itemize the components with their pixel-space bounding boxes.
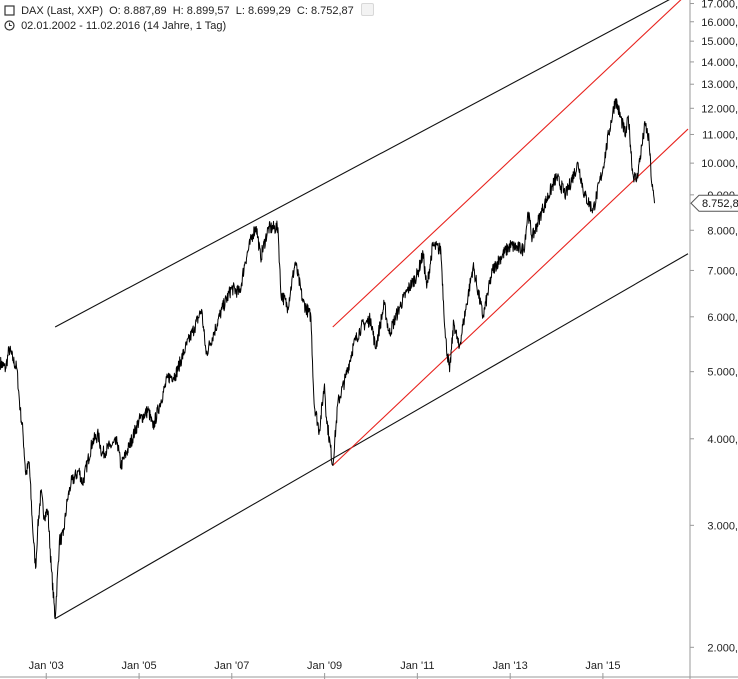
x-tick-label: Jan '09 [307, 660, 342, 672]
trend-line-outer-lower [54, 253, 689, 620]
x-tick-label: Jan '13 [493, 660, 528, 672]
high-value: H: 8.899,57 [172, 5, 230, 17]
x-tick-label: Jan '07 [214, 660, 249, 672]
open-value: O: 8.887,89 [109, 5, 167, 17]
y-tick-label: 4.000, [707, 434, 738, 446]
y-tick-label: 7.000, [707, 265, 738, 277]
x-tick-label: Jan '05 [122, 660, 157, 672]
y-tick-label: 8.000, [707, 225, 738, 237]
settings-badge-icon[interactable] [360, 3, 374, 16]
x-tick-label: Jan '15 [585, 660, 620, 672]
x-tick-label: Jan '11 [400, 660, 434, 672]
y-tick-label: 13.000, [701, 79, 738, 91]
last-price-marker: 8.752,87 [690, 194, 738, 212]
last-price-label: 8.752,87 [702, 198, 738, 210]
y-tick-label: 15.000, [701, 36, 738, 48]
y-tick-label: 5.000, [707, 367, 738, 379]
y-tick-label: 12.000, [701, 103, 738, 115]
trend-line-inner-upper [332, 0, 682, 328]
y-tick-label: 17.000, [701, 0, 738, 11]
x-tick-label: Jan '03 [29, 660, 64, 672]
symbol-label: DAX (Last, XXP) [21, 5, 103, 17]
quote-header: DAX (Last, XXP) O: 8.887,89 H: 8.899,57 … [4, 3, 374, 18]
date-range-header: 02.01.2002 - 11.02.2016 (14 Jahre, 1 Tag… [4, 19, 226, 33]
y-tick-label: 6.000, [707, 312, 738, 324]
trend-line-inner-lower [332, 128, 689, 466]
y-tick-label: 2.000, [707, 642, 738, 654]
date-range-label: 02.01.2002 - 11.02.2016 (14 Jahre, 1 Tag… [21, 20, 227, 32]
close-value: C: 8.752,87 [296, 5, 354, 17]
y-tick-label: 16.000, [701, 17, 738, 29]
trend-line-outer-upper [54, 0, 670, 328]
y-tick-label: 3.000, [707, 520, 738, 532]
low-value: L: 8.699,29 [235, 5, 291, 17]
clock-icon [4, 20, 15, 31]
price-series-dax [0, 98, 655, 620]
last-price-box [690, 194, 738, 212]
square-series-icon [4, 5, 15, 16]
y-tick-label: 11.000, [702, 129, 738, 141]
y-tick-label: 14.000, [701, 57, 738, 69]
y-tick-label: 10.000, [701, 158, 738, 170]
